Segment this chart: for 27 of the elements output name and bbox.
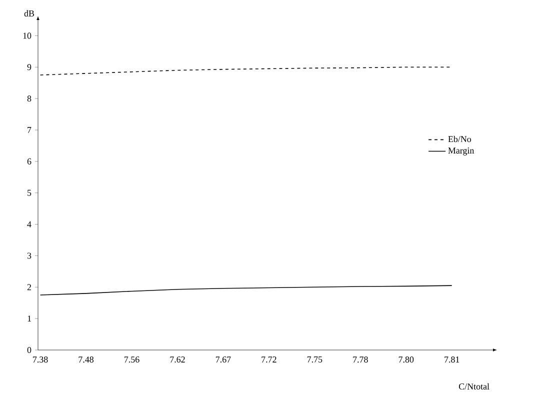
x-tick-label: 7.56 [124, 356, 140, 363]
x-tick-label: 7.48 [78, 356, 94, 363]
y-axis-title: dB [24, 10, 34, 16]
x-tick-label: 7.38 [33, 356, 48, 363]
y-tick-label: 8 [27, 96, 32, 102]
y-tick-label: 0 [27, 346, 32, 354]
x-tick-label: 7.75 [307, 356, 322, 363]
y-tick-label: 3 [27, 252, 32, 259]
x-tick-label: 7.81 [444, 356, 460, 363]
x-tick-label: 7.62 [170, 356, 185, 363]
x-axis-title: C/Ntotal [458, 383, 490, 390]
line-series [40, 66, 452, 76]
line-series [40, 285, 452, 296]
y-tick-label: 10 [23, 32, 32, 39]
x-tick-label: 7.78 [353, 356, 368, 363]
y-tick-label: 4 [27, 221, 32, 228]
x-tick-label: 7.72 [262, 356, 276, 363]
legend-label: Eb/No [448, 136, 472, 142]
x-tick-label: 7.80 [398, 356, 414, 363]
legend-label: Margin [448, 148, 474, 156]
y-tick-label: 5 [28, 190, 32, 196]
x-tick-label: 7.67 [216, 356, 231, 363]
y-tick-label: 7 [28, 127, 32, 133]
y-tick-label: 6 [27, 158, 32, 164]
y-tick-label: 9 [27, 64, 32, 70]
y-tick-label: 1 [28, 316, 31, 322]
y-tick-label: 2 [27, 284, 31, 290]
